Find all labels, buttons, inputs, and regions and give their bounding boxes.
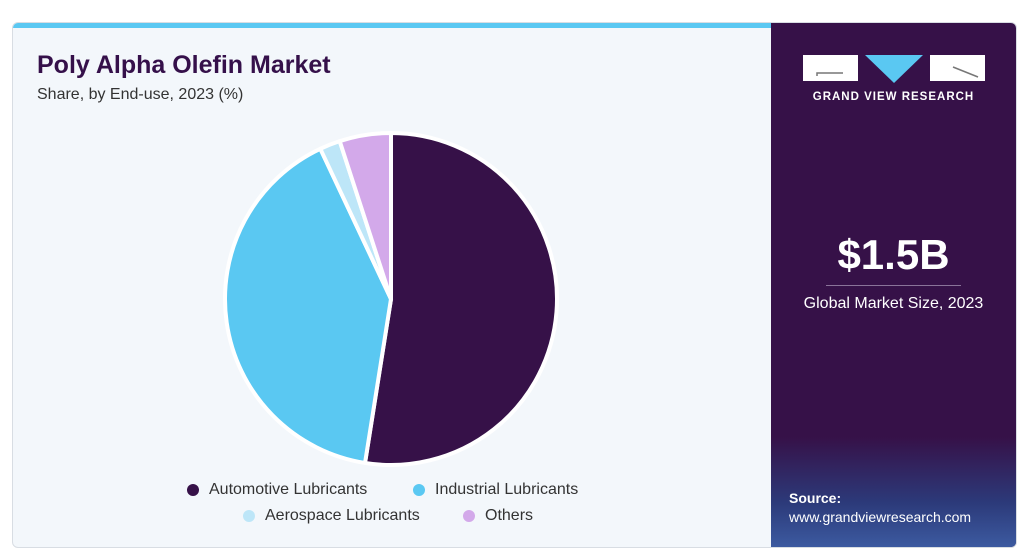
legend-swatch — [243, 510, 255, 522]
legend-label: Automotive Lubricants — [209, 481, 368, 498]
accent-bar — [13, 23, 773, 28]
slice-others — [337, 131, 393, 301]
legend-item-aerospace: Aerospace Lubricants — [243, 507, 420, 525]
divider — [826, 285, 961, 286]
legend-label: Others — [485, 507, 534, 524]
market-size-value: $1.5B — [837, 231, 950, 278]
source-url[interactable]: www.grandviewresearch.com — [789, 509, 972, 525]
legend-label: Aerospace Lubricants — [265, 507, 420, 524]
source-block: Source: www.grandviewresearch.com — [789, 489, 971, 527]
legend-item-industrial: Industrial Lubricants — [413, 481, 578, 499]
side-panel: GRAND VIEW RESEARCH $1.5B Global Market … — [771, 23, 1016, 547]
chart-title: Poly Alpha Olefin Market — [37, 51, 331, 79]
chart-subtitle: Share, by End-use, 2023 (%) — [37, 86, 244, 103]
legend-item-others: Others — [463, 507, 533, 525]
logo-text: GRAND VIEW RESEARCH — [812, 91, 975, 103]
infographic-card: Poly Alpha Olefin Market Share, by End-u… — [12, 22, 1017, 548]
legend-item-automotive: Automotive Lubricants — [187, 481, 367, 499]
market-size-label: Global Market Size, 2023 — [803, 295, 984, 312]
source-label: Source: — [789, 490, 842, 506]
legend-swatch — [463, 510, 475, 522]
legend-label: Industrial Lubricants — [435, 481, 579, 498]
slice-industrial — [223, 146, 393, 465]
side-panel-graphic — [771, 437, 1016, 547]
legend-swatch — [187, 484, 199, 496]
slice-automotive — [363, 131, 559, 467]
gvr-logo-icon — [803, 55, 985, 83]
legend-swatch — [413, 484, 425, 496]
pie-chart — [223, 131, 559, 467]
